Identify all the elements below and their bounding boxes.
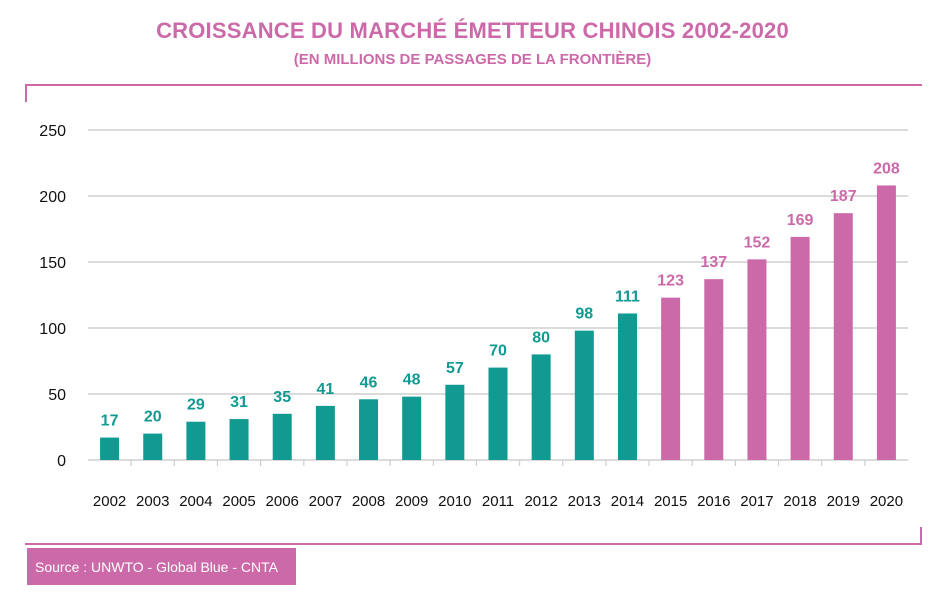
x-tick-label: 2012 [524,493,557,510]
bar [229,419,249,460]
x-tick-label: 2005 [222,493,255,510]
x-tick-label: 2014 [611,493,644,510]
bar-value-label: 31 [230,394,248,411]
bar [617,313,637,460]
bar-value-label: 48 [403,372,421,389]
x-tick-label: 2013 [568,493,601,510]
y-tick-label: 150 [39,255,66,272]
bar [359,399,379,460]
x-tick-label: 2002 [93,493,126,510]
y-tick-label: 50 [48,387,66,404]
chart-subtitle: (EN MILLIONS DE PASSAGES DE LA FRONTIÈRE… [293,51,652,68]
bar [315,405,335,460]
bar-value-label: 70 [489,343,507,360]
x-tick-label: 2008 [352,493,385,510]
x-tick-label: 2018 [783,493,816,510]
bar-value-label: 187 [830,188,857,205]
bar-value-label: 29 [187,397,205,414]
chart-title: CROISSANCE DU MARCHÉ ÉMETTEUR CHINOIS 20… [156,18,789,43]
x-tick-label: 2020 [870,493,903,510]
bar [488,367,508,460]
x-tick-label: 2007 [309,493,342,510]
x-tick-label: 2003 [136,493,169,510]
bar-value-label: 208 [873,160,900,177]
source-note: Source : UNWTO - Global Blue - CNTA [27,548,296,585]
bottom-bracket-line [25,527,922,545]
x-tick-label: 2010 [438,493,471,510]
bar-value-label: 111 [615,288,640,305]
bar [790,236,810,460]
bar-value-label: 169 [787,212,814,229]
y-tick-label: 0 [57,453,66,470]
bar [100,437,120,460]
bar-value-label: 46 [360,374,378,391]
bar-value-label: 41 [316,381,334,398]
bar [747,259,767,460]
bar-value-label: 137 [700,254,727,271]
bar-value-label: 57 [446,360,464,377]
bar [661,297,681,460]
bar [272,413,292,460]
bar [704,279,724,460]
x-tick-label: 2006 [266,493,299,510]
y-tick-label: 100 [39,321,66,338]
bar-value-label: 98 [575,306,593,323]
x-tick-label: 2019 [827,493,860,510]
bar [445,384,465,460]
bar [186,421,206,460]
bar-value-label: 20 [144,409,162,426]
x-tick-label: 2004 [179,493,212,510]
x-tick-label: 2016 [697,493,730,510]
bar [531,354,551,460]
bar [143,433,163,460]
top-bracket-line [25,84,922,102]
bar [574,330,594,460]
x-tick-label: 2009 [395,493,428,510]
bar-value-label: 17 [101,413,119,430]
x-tick-label: 2011 [482,493,514,510]
bar-value-label: 80 [532,329,550,346]
bar [833,213,853,460]
bar-value-label: 152 [744,234,771,251]
bar [402,396,422,460]
x-tick-label: 2015 [654,493,687,510]
bar [876,185,896,460]
y-tick-label: 250 [39,123,66,140]
bar-value-label: 35 [273,389,291,406]
bar-value-label: 123 [657,273,684,290]
y-tick-label: 200 [39,189,66,206]
x-tick-label: 2017 [740,493,773,510]
